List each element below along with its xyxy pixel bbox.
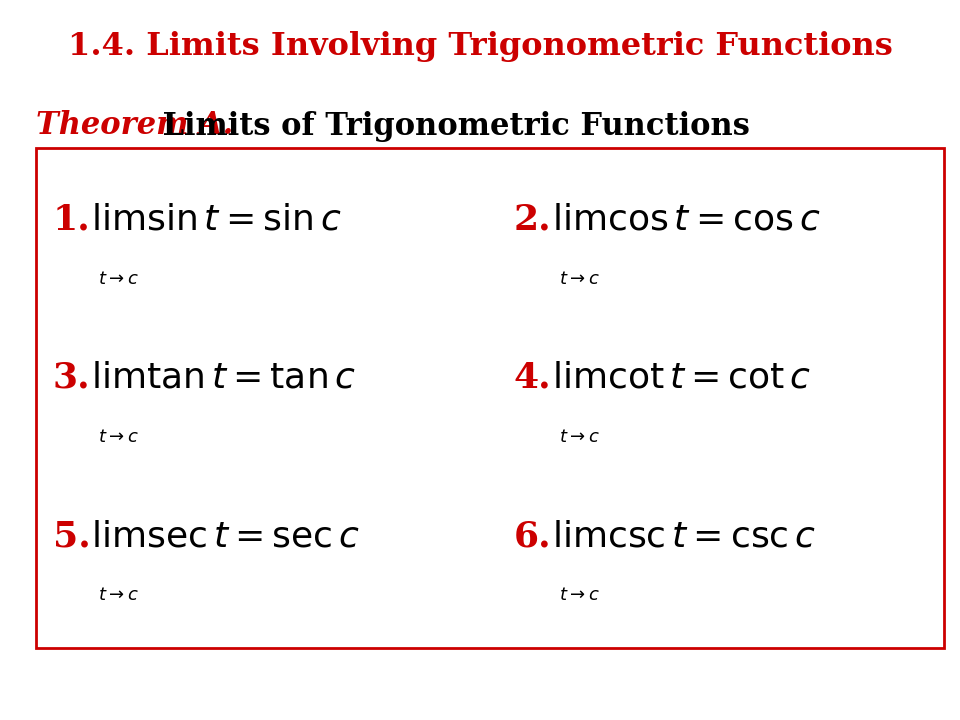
Text: 6.: 6. — [514, 519, 551, 554]
Text: $\lim\cot t = \cot c$: $\lim\cot t = \cot c$ — [552, 361, 811, 395]
Text: $\lim\sec t = \sec c$: $\lim\sec t = \sec c$ — [91, 519, 360, 554]
Text: $\lim\csc t = \csc c$: $\lim\csc t = \csc c$ — [552, 519, 816, 554]
Text: $t \to c$: $t \to c$ — [98, 269, 139, 287]
Text: $t \to c$: $t \to c$ — [559, 428, 600, 446]
Text: Theorem A.: Theorem A. — [36, 110, 233, 142]
Text: 2.: 2. — [514, 202, 551, 237]
Text: 1.4. Limits Involving Trigonometric Functions: 1.4. Limits Involving Trigonometric Func… — [67, 31, 893, 63]
Text: 3.: 3. — [53, 361, 90, 395]
Text: Limits of Trigonometric Functions: Limits of Trigonometric Functions — [152, 110, 750, 142]
Text: $t \to c$: $t \to c$ — [98, 428, 139, 446]
FancyBboxPatch shape — [36, 148, 944, 648]
Text: $t \to c$: $t \to c$ — [98, 586, 139, 605]
Text: $t \to c$: $t \to c$ — [559, 269, 600, 287]
Text: $\lim\cos t = \cos c$: $\lim\cos t = \cos c$ — [552, 202, 821, 237]
Text: 4.: 4. — [514, 361, 551, 395]
Text: $t \to c$: $t \to c$ — [559, 586, 600, 605]
Text: 5.: 5. — [53, 519, 90, 554]
Text: $\lim\sin t = \sin c$: $\lim\sin t = \sin c$ — [91, 202, 342, 237]
Text: $\lim\tan t = \tan c$: $\lim\tan t = \tan c$ — [91, 361, 356, 395]
Text: 1.: 1. — [53, 202, 90, 237]
